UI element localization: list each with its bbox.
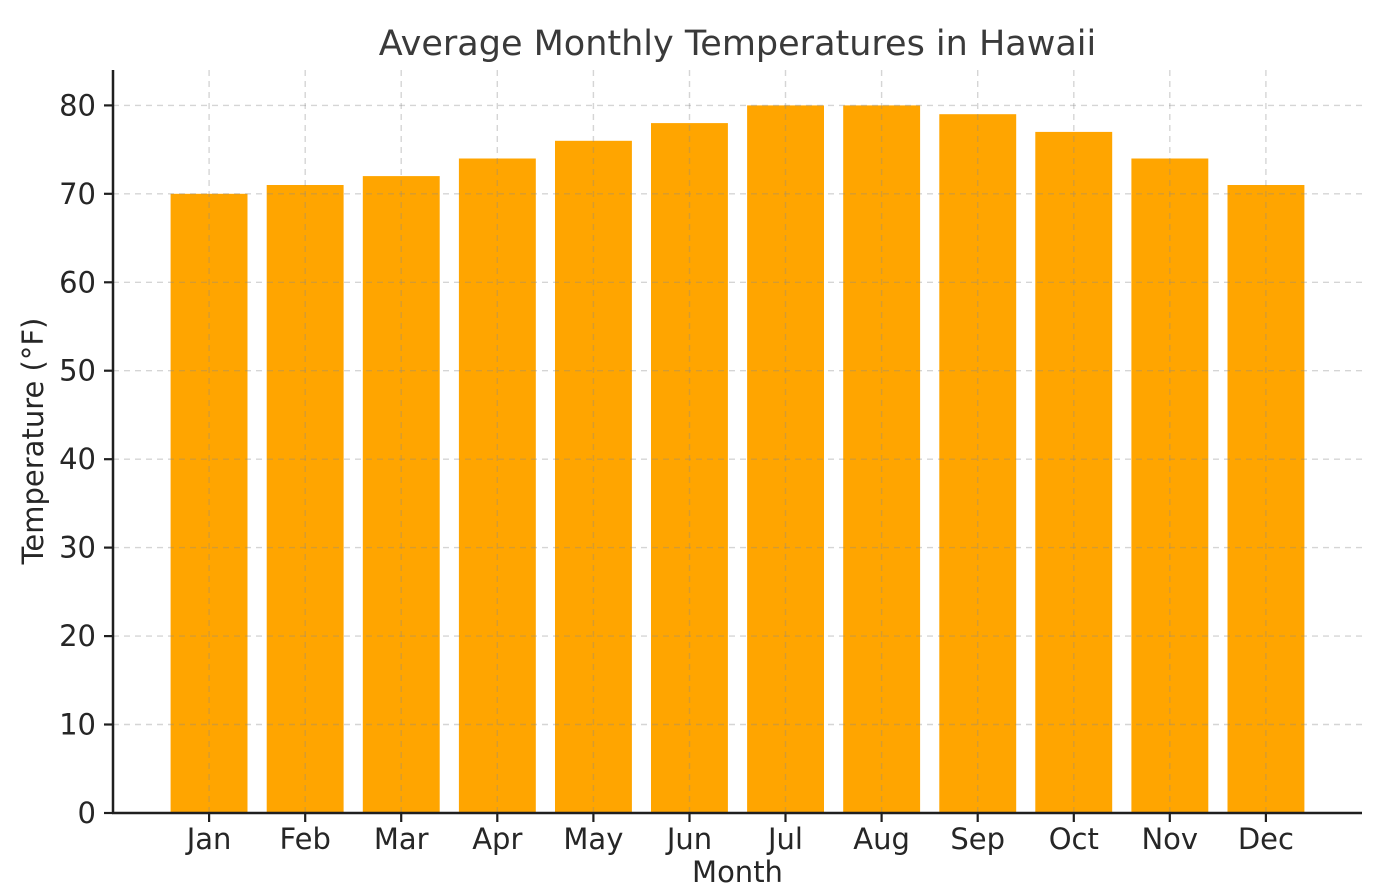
y-tick-label-40: 40	[59, 442, 96, 476]
bar-aug	[843, 105, 921, 813]
x-tick-label-apr: Apr	[472, 822, 522, 856]
bar-jan	[170, 193, 248, 814]
x-tick-label-mar: Mar	[374, 822, 429, 856]
y-tick-label-20: 20	[59, 619, 96, 653]
bar-mar	[362, 176, 440, 814]
bar-nov	[1131, 158, 1209, 813]
y-tick-label-10: 10	[59, 708, 96, 742]
x-axis-label: Month	[692, 855, 783, 888]
x-tick-label-sep: Sep	[950, 822, 1005, 856]
x-tick-label-nov: Nov	[1141, 822, 1198, 856]
x-tick-label-oct: Oct	[1049, 822, 1099, 856]
y-tick-label-80: 80	[59, 88, 96, 122]
bar-oct	[1035, 131, 1113, 813]
x-tick-label-feb: Feb	[280, 822, 331, 856]
x-tick-label-dec: Dec	[1238, 822, 1294, 856]
bar-feb	[266, 185, 344, 813]
bar-may	[555, 140, 632, 814]
bar-jun	[651, 123, 728, 814]
bar-dec	[1227, 185, 1305, 813]
x-tick-label-aug: Aug	[853, 822, 910, 856]
y-axis-label: Temperature (°F)	[16, 317, 50, 565]
y-tick-label-70: 70	[59, 177, 96, 211]
y-tick-label-30: 30	[59, 531, 96, 565]
y-tick-label-50: 50	[59, 354, 96, 388]
x-tick-label-jan: Jan	[185, 822, 232, 856]
bar-apr	[458, 158, 536, 813]
x-tick-label-may: May	[563, 822, 623, 856]
y-tick-label-0: 0	[78, 796, 96, 830]
chart-title: Average Monthly Temperatures in Hawaii	[378, 24, 1097, 64]
y-tick-label-60: 60	[59, 265, 96, 299]
x-tick-label-jul: Jul	[766, 822, 803, 856]
bar-sep	[939, 114, 1017, 813]
bar-jul	[747, 105, 824, 813]
x-tick-label-jun: Jun	[665, 822, 712, 856]
